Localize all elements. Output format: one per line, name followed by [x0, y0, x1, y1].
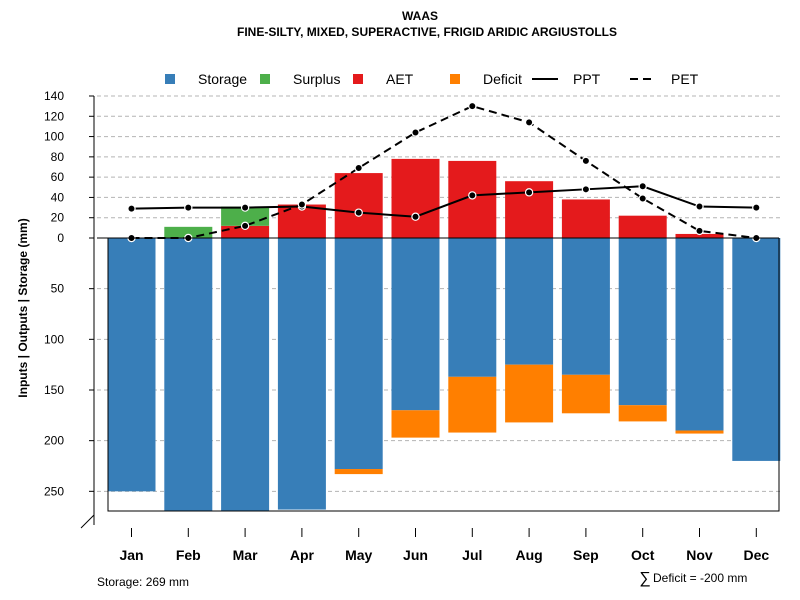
- legend-label-aet: AET: [386, 71, 414, 87]
- x-tick-label-jun: Jun: [403, 547, 428, 563]
- bar-aet-jun: [391, 158, 440, 238]
- y-tick-label: 0: [57, 231, 64, 245]
- ppt-point-oct: [638, 182, 647, 191]
- ppt-point-aug: [524, 188, 534, 197]
- ppt-point-mar: [240, 203, 250, 212]
- legend-label-storage: Storage: [198, 71, 247, 87]
- bars: [107, 158, 781, 511]
- x-tick-label-mar: Mar: [233, 547, 258, 563]
- x-tick-label-may: May: [345, 547, 372, 563]
- legend-swatch-surplus: [260, 74, 270, 84]
- bar-deficit-jul: [448, 376, 497, 433]
- legend-swatch-deficit: [450, 74, 460, 84]
- y-tick-label: 120: [44, 109, 64, 123]
- bar-surplus-feb: [164, 226, 213, 238]
- legend: Storage Surplus AET Deficit PPT PET: [165, 71, 699, 87]
- pet-point-mar: [240, 221, 250, 231]
- bar-storage-sep: [561, 238, 610, 375]
- series-lines: [127, 101, 761, 243]
- deficit-note: Deficit = -200 mm: [653, 571, 747, 585]
- y-axis-label: Inputs | Outputs | Storage (mm): [16, 218, 30, 397]
- y-tick-label: 100: [44, 130, 64, 144]
- chart-title: WAAS: [402, 9, 438, 23]
- bar-storage-feb: [164, 238, 213, 511]
- y-tick-label: 140: [44, 89, 64, 103]
- ppt-point-sep: [581, 185, 591, 194]
- x-tick-label-sep: Sep: [573, 547, 599, 563]
- bar-storage-oct: [618, 238, 667, 406]
- bar-surplus-mar: [221, 206, 270, 226]
- legend-swatch-aet: [353, 74, 363, 84]
- axes: 0 20 40 60 80 100 120 140 50 100 150 200 250 Jan Feb Ma…: [44, 89, 780, 563]
- bar-storage-mar: [221, 238, 270, 511]
- pet-point-nov: [695, 226, 704, 236]
- pet-point-jul: [468, 101, 477, 111]
- x-tick-label-dec: Dec: [743, 547, 769, 563]
- y-tick-label: 20: [51, 211, 65, 225]
- ppt-point-jan: [127, 204, 136, 213]
- storage-note: Storage: 269 mm: [97, 575, 189, 589]
- ppt-point-jun: [411, 212, 420, 221]
- ppt-point-jul: [468, 191, 477, 200]
- bar-aet-nov: [675, 233, 724, 238]
- legend-label-pet: PET: [671, 71, 699, 87]
- bar-deficit-jun: [391, 410, 440, 438]
- x-tick-label-jul: Jul: [462, 547, 482, 563]
- bar-storage-jul: [448, 238, 497, 377]
- legend-swatch-storage: [165, 74, 175, 84]
- pet-point-apr: [297, 200, 307, 209]
- bar-aet-oct: [618, 215, 667, 238]
- pet-point-jun: [411, 128, 420, 137]
- y-axis-end: [80, 514, 95, 529]
- pet-line: [131, 105, 757, 239]
- y-tick-label: 100: [44, 332, 64, 346]
- ppt-point-nov: [695, 202, 704, 211]
- y-tick-label: 40: [51, 190, 65, 204]
- x-tick-label-jan: Jan: [119, 547, 143, 563]
- pet-point-oct: [638, 194, 647, 203]
- bar-aet-mar: [221, 225, 270, 238]
- chart-subtitle: FINE-SILTY, MIXED, SUPERACTIVE, FRIGID A…: [237, 25, 617, 39]
- pet-point-may: [354, 163, 363, 173]
- pet-point-sep: [581, 156, 591, 166]
- bar-deficit-nov: [675, 430, 724, 434]
- x-tick-label-aug: Aug: [515, 547, 542, 563]
- sigma-symbol: ∑: [639, 570, 650, 587]
- y-tick-label: 60: [51, 170, 65, 184]
- bar-storage-jun: [391, 238, 440, 411]
- bar-deficit-oct: [618, 405, 667, 422]
- bar-deficit-aug: [505, 364, 554, 423]
- pet-point-aug: [524, 118, 534, 127]
- x-tick-label-feb: Feb: [176, 547, 201, 563]
- bar-storage-dec: [732, 238, 781, 461]
- bar-storage-may: [334, 238, 383, 470]
- bar-aet-may: [334, 173, 383, 238]
- x-tick-label-oct: Oct: [631, 547, 655, 563]
- x-tick-label-nov: Nov: [686, 547, 713, 563]
- legend-label-surplus: Surplus: [293, 71, 340, 87]
- y-tick-label: 80: [51, 150, 65, 164]
- storage-frame: [107, 238, 780, 512]
- ppt-line: [131, 185, 757, 218]
- bar-deficit-may: [334, 469, 383, 475]
- y-tick-label: 150: [44, 383, 64, 397]
- bar-storage-aug: [505, 238, 554, 365]
- bar-storage-nov: [675, 238, 724, 431]
- bar-storage-jan: [107, 238, 156, 492]
- y-tick-label: 200: [44, 434, 64, 448]
- y-tick-label: 250: [44, 484, 64, 498]
- bar-storage-apr: [277, 238, 326, 510]
- x-tick-label-apr: Apr: [290, 547, 315, 563]
- bar-deficit-sep: [561, 374, 610, 414]
- legend-label-deficit: Deficit: [483, 71, 522, 87]
- legend-label-ppt: PPT: [573, 71, 601, 87]
- y-tick-label: 50: [51, 282, 65, 296]
- bar-aet-sep: [561, 199, 610, 238]
- ppt-point-may: [354, 208, 363, 217]
- ppt-point-dec: [752, 203, 761, 212]
- ppt-point-feb: [184, 203, 193, 212]
